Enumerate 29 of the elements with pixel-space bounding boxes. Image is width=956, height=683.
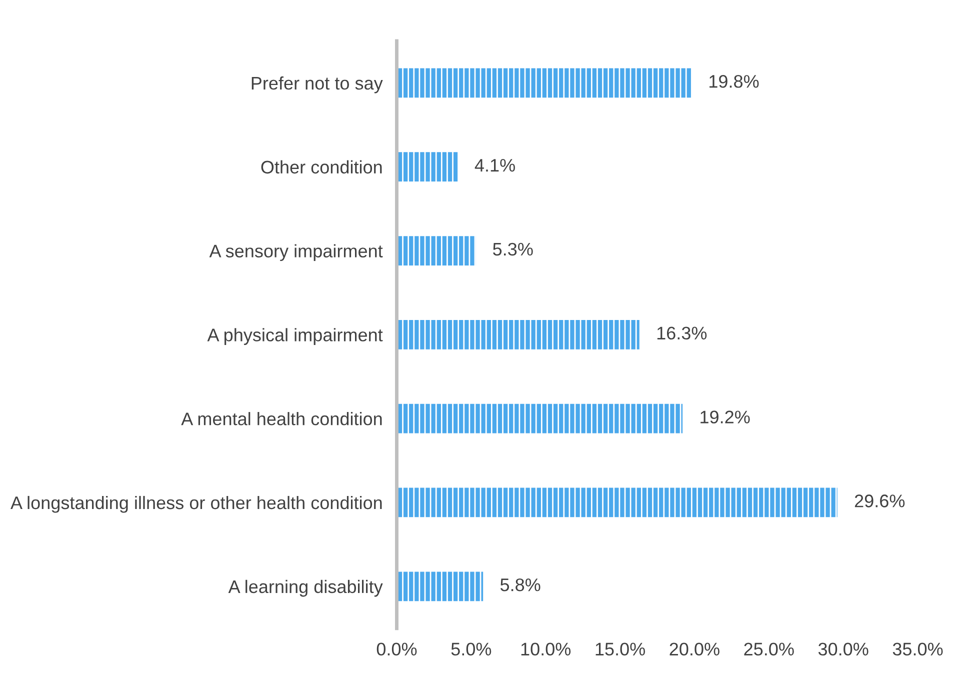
data-label: 5.3% — [493, 242, 533, 256]
bar — [396, 236, 476, 266]
bar — [396, 572, 484, 602]
data-label: 19.8% — [710, 74, 759, 88]
data-label: 5.8% — [500, 578, 540, 592]
data-label: 16.3% — [657, 326, 707, 340]
y-tick-label: A mental health condition — [181, 412, 382, 426]
data-label: 4.1% — [474, 158, 515, 172]
y-tick-label: Prefer not to say — [252, 76, 383, 94]
y-tick-label: A physical impairment — [207, 328, 383, 345]
x-tick-label: 0.0% — [376, 642, 417, 656]
data-label: 19.2% — [700, 410, 750, 424]
x-tick-label: 20.0% — [670, 642, 720, 656]
bar — [396, 152, 458, 182]
data-label: 29.6% — [854, 494, 905, 508]
bar — [396, 488, 838, 518]
bar — [396, 320, 640, 350]
x-tick-label: 15.0% — [596, 642, 645, 656]
x-tick-label: 10.0% — [521, 642, 571, 656]
x-tick-label: 35.0% — [892, 642, 943, 656]
x-tick-label: 5.0% — [451, 642, 492, 656]
bar — [396, 68, 692, 98]
y-tick-label: A learning disability — [228, 580, 383, 597]
y-tick-label: Other condition — [261, 160, 382, 174]
x-tick-label: 30.0% — [818, 642, 868, 656]
y-tick-label: A longstanding illness or other health condition — [10, 496, 382, 513]
bar — [396, 404, 683, 434]
y-tick-label: A sensory impairment — [209, 244, 383, 262]
x-tick-label: 25.0% — [744, 642, 794, 656]
